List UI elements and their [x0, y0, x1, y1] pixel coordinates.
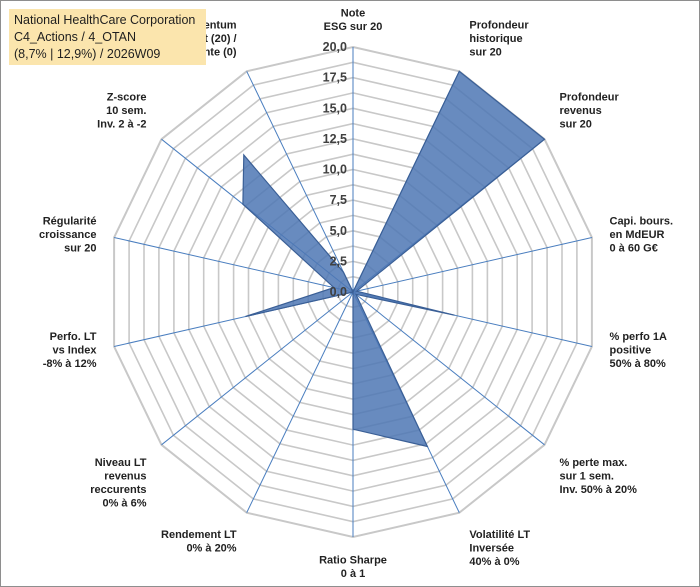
info-box: National HealthCare Corporation C4_Actio… [9, 9, 206, 65]
axis-label-line: sur 20 [64, 243, 96, 255]
axis-spoke [352, 291, 545, 446]
tick-label: 5,0 [330, 224, 347, 238]
radial-tick-labels: 0,0 2,5 5,0 7,5 10,0 12,5 15,0 17,5 20,0 [323, 40, 347, 299]
axis-label-line: Rendement LT [161, 529, 237, 541]
axis-label-line: Inv. 2 à -2 [97, 119, 146, 131]
axis-label-line: 0% à 6% [102, 498, 146, 510]
axis-label-line: revenus [560, 105, 602, 117]
range-and-week: (8,7% | 12,9%) / 2026W09 [14, 47, 161, 61]
axis-label: Régularité croissance sur 20 [39, 216, 96, 255]
axis-label: Z-score 10 sem. Inv. 2 à -2 [97, 92, 146, 131]
axis-label-line: -8% à 12% [43, 358, 97, 370]
axis-label-line: sur 20 [469, 47, 501, 59]
axis-label-line: Capi. bours. [610, 216, 674, 228]
axis-label-line: sur 1 sem. [560, 471, 614, 483]
axis-label-line: Perfo. LT [50, 331, 97, 343]
axis-label: Ratio Sharpe 0 à 1 [319, 555, 387, 581]
tick-label: 17,5 [323, 71, 347, 85]
axis-spoke [246, 71, 354, 293]
axis-label-line: reccurents [90, 484, 146, 496]
axis-label-line: Inv. 50% à 20% [560, 484, 638, 496]
tick-label: 10,0 [323, 163, 347, 177]
axis-spoke [161, 291, 354, 446]
tick-label: 15,0 [323, 101, 347, 115]
axis-label-line: 50% à 80% [610, 358, 666, 370]
axis-label: Niveau LT revenus reccurents 0% à 6% [90, 457, 147, 510]
axis-label: Volatilité LT Inversée 40% à 0% [469, 529, 530, 568]
axis-label: % perfo 1A positive 50% à 80% [610, 331, 668, 370]
axis-label-line: Note [341, 8, 365, 20]
tick-label: 2,5 [330, 254, 347, 268]
axis-label-line: % perte max. [560, 457, 628, 469]
axis-label: Perfo. LT vs Index -8% à 12% [43, 331, 98, 370]
axis-label: Capi. bours. en MdEUR 0 à 60 G€ [610, 216, 674, 255]
portfolio-path: C4_Actions / 4_OTAN [14, 30, 137, 44]
tick-label: 7,5 [330, 193, 347, 207]
axis-label-line: 10 sem. [106, 105, 146, 117]
axis-label-line: 0% à 20% [186, 542, 236, 554]
axis-label-line: revenus [104, 471, 146, 483]
axis-label-line: 0 à 60 G€ [610, 243, 658, 255]
axis-spoke [246, 291, 354, 513]
axis-label-line: sur 20 [560, 119, 592, 131]
axis-label-line: Inversée [469, 542, 514, 554]
axis-label-line: Régularité [43, 216, 97, 228]
axis-label-line: Profondeur [469, 20, 529, 32]
axis-label-line: Ratio Sharpe [319, 555, 387, 567]
series-area [242, 70, 546, 448]
axis-label-line: 0 à 1 [341, 568, 365, 580]
axis-label-line: historique [469, 33, 522, 45]
axis-label-line: Profondeur [560, 92, 620, 104]
tick-label: 20,0 [323, 40, 347, 54]
axis-label: Profondeur revenus sur 20 [560, 92, 620, 131]
axis-label-line: positive [610, 344, 652, 356]
axis-label-line: Z-score [107, 92, 147, 104]
company-name: National HealthCare Corporation [14, 13, 196, 27]
axis-label-line: Niveau LT [95, 457, 147, 469]
axis-label-line: vs Index [52, 344, 97, 356]
axis-labels: Note ESG sur 20 Profondeur historique sur 20… [39, 8, 673, 581]
axis-label-line: en MdEUR [610, 229, 665, 241]
axis-label: Profondeur historique sur 20 [469, 20, 529, 59]
axis-spoke [352, 237, 593, 293]
axis-spoke [113, 237, 354, 293]
tick-label: 12,5 [323, 132, 347, 146]
axis-label-line: 40% à 0% [469, 556, 519, 568]
tick-label: 0,0 [330, 285, 347, 299]
axis-label: % perte max. sur 1 sem. Inv. 50% à 20% [560, 457, 638, 496]
radar-series [242, 70, 546, 448]
axis-label-line: croissance [39, 229, 96, 241]
axis-label: Note ESG sur 20 [324, 8, 383, 34]
axis-label-line: Volatilité LT [469, 529, 530, 541]
axis-label: Rendement LT 0% à 20% [161, 529, 237, 555]
axis-label-line: ESG sur 20 [324, 21, 383, 33]
axis-label-line: % perfo 1A [610, 331, 668, 343]
